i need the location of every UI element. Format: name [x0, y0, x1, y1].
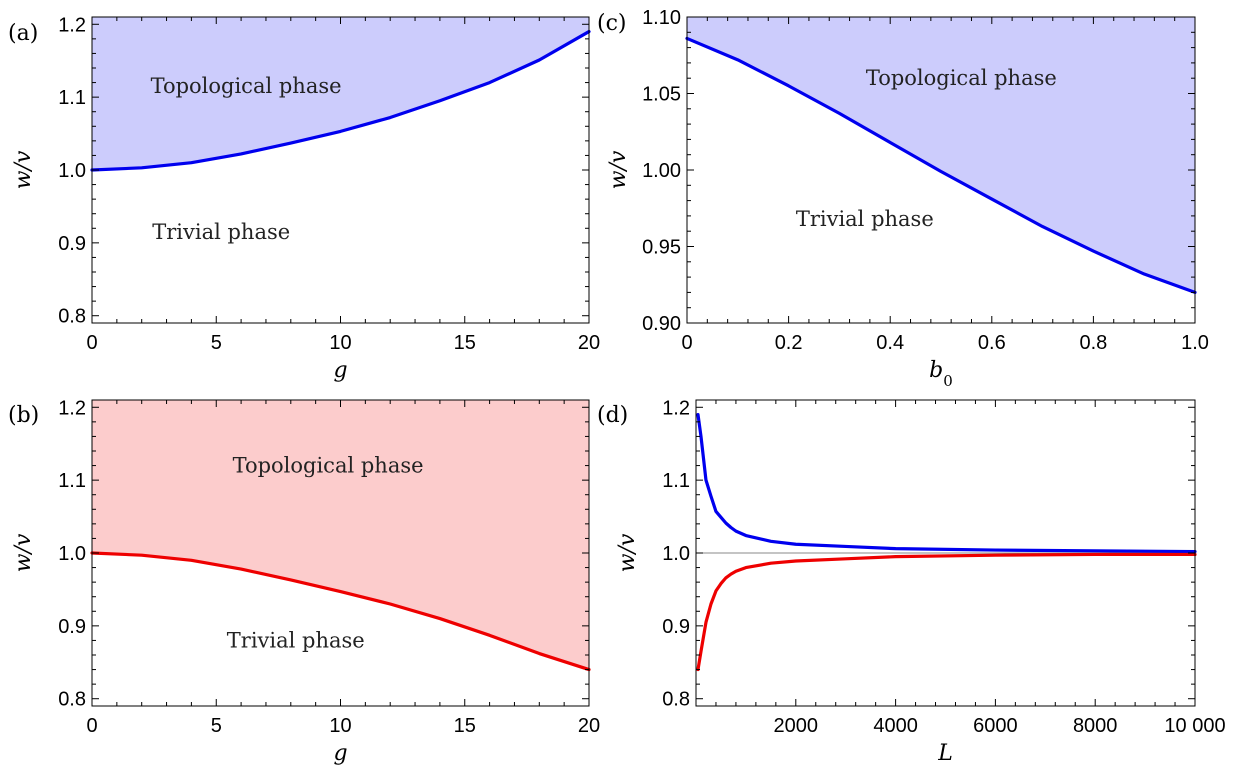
y-tick-label: 1.0	[58, 543, 86, 565]
y-tick-label: 0.8	[58, 306, 86, 328]
series-line-2	[696, 552, 1197, 672]
y-tick-label: 0.9	[58, 233, 86, 255]
x-tick-label: 0	[86, 332, 97, 354]
panel-a: 0 5 10 15 20 0.8 0.9 1.0 1.1 1.2 g w/v (a) Topologica…	[8, 14, 600, 383]
region-annotation: Topological phase	[151, 74, 342, 98]
x-tick-label: 5	[211, 332, 222, 354]
y-tick-label: 1.0	[662, 543, 690, 565]
y-axis-title: w/v	[11, 533, 36, 572]
topological-region-fill	[92, 400, 589, 670]
region-annotation: Trivial phase	[227, 628, 365, 652]
y-tick-label: 1.2	[662, 397, 690, 419]
topological-region-fill	[687, 17, 1195, 293]
x-tick-label: 0	[86, 715, 97, 737]
series-line-1	[90, 551, 591, 672]
series-line-1	[685, 36, 1197, 294]
x-axis-title: g	[333, 741, 347, 766]
x-axis-title: b0	[929, 358, 953, 390]
region-annotation: Topological phase	[866, 66, 1057, 90]
y-tick-label: 1.2	[58, 14, 86, 36]
x-tick-label: 10	[329, 715, 351, 737]
region-annotation: Trivial phase	[152, 220, 290, 244]
series-line-1	[90, 29, 591, 172]
y-tick-label: 0.90	[642, 313, 681, 335]
panel-label: (a)	[8, 21, 38, 46]
y-tick-label: 1.1	[662, 470, 690, 492]
x-tick-label: 15	[454, 332, 476, 354]
x-tick-label: 0.4	[876, 332, 904, 354]
panel-label: (b)	[8, 403, 39, 428]
x-tick-label: 4000	[873, 715, 918, 737]
y-tick-label: 0.9	[662, 616, 690, 638]
x-tick-label: 1.0	[1181, 332, 1209, 354]
x-tick-label: 0.8	[1079, 332, 1107, 354]
region-annotation: Topological phase	[233, 454, 424, 478]
y-tick-label: 1.0	[58, 160, 86, 182]
series-line-1	[696, 412, 1197, 554]
y-tick-label: 1.2	[58, 397, 86, 419]
x-tick-label: 2000	[774, 715, 819, 737]
y-tick-label: 0.9	[58, 616, 86, 638]
panel-c: 0 0.2 0.4 0.6 0.8 1.0 0.90 0.95 1.00 1.05 1.10 b0 w/…	[597, 7, 1209, 390]
panel-label: (d)	[597, 403, 628, 428]
y-tick-label: 1.1	[58, 470, 86, 492]
x-tick-label: 20	[578, 715, 600, 737]
y-tick-label: 1.05	[642, 84, 681, 106]
x-tick-label: 10 000	[1164, 715, 1225, 737]
y-tick-label: 0.8	[662, 689, 690, 711]
y-tick-label: 1.10	[642, 7, 681, 29]
x-tick-label: 0.2	[775, 332, 803, 354]
y-tick-label: 1.1	[58, 87, 86, 109]
region-annotation: Trivial phase	[796, 207, 934, 231]
panel-label: (c)	[597, 11, 627, 36]
y-axis-title: w/v	[615, 533, 640, 572]
x-tick-label: 20	[578, 332, 600, 354]
x-tick-label: 6000	[973, 715, 1018, 737]
x-tick-label: 10	[329, 332, 351, 354]
y-axis-title: w/v	[11, 150, 36, 189]
x-tick-label: 5	[211, 715, 222, 737]
y-tick-label: 0.95	[642, 237, 681, 259]
y-tick-label: 1.00	[642, 160, 681, 182]
x-tick-label: 8000	[1073, 715, 1118, 737]
x-axis-title: L	[937, 741, 953, 766]
x-tick-label: 15	[454, 715, 476, 737]
x-axis-title: g	[333, 358, 347, 383]
panel-b: 0 5 10 15 20 0.8 0.9 1.0 1.1 1.2 g w/v (b) Topologica…	[8, 397, 600, 766]
x-tick-label: 0.6	[978, 332, 1006, 354]
x-tick-label: 0	[681, 332, 692, 354]
topological-region-fill	[92, 17, 589, 170]
y-tick-label: 0.8	[58, 689, 86, 711]
y-axis-title: w/v	[606, 150, 631, 189]
panel-d: 2000 4000 6000 8000 10 000 0.8 0.9 1.0 1.1 1.2 Lw/…	[597, 397, 1226, 766]
